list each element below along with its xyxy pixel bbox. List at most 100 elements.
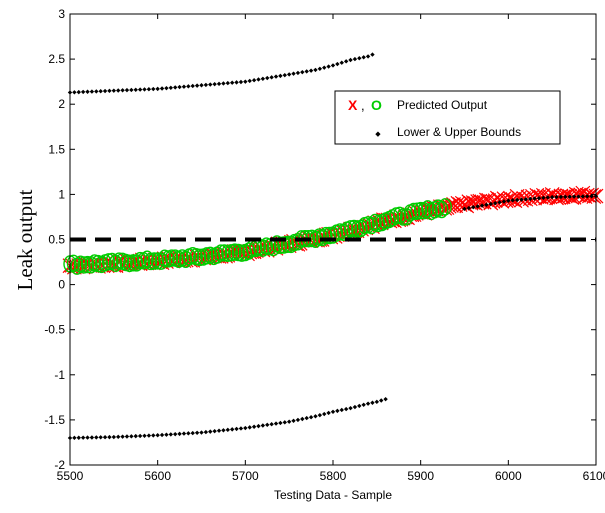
bound-marker — [247, 78, 252, 84]
bound-marker — [124, 434, 130, 439]
bound-marker — [278, 73, 283, 79]
bound-marker — [348, 57, 353, 63]
y-tick-label: -1.5 — [44, 413, 65, 427]
y-tick-label: -0.5 — [44, 323, 65, 337]
bound-marker — [85, 435, 90, 440]
bound-marker — [576, 194, 581, 199]
bound-marker — [304, 415, 309, 421]
bound-marker — [374, 399, 380, 405]
bound-marker — [370, 400, 375, 405]
series-predicted-o — [63, 198, 452, 275]
predicted-o-marker — [406, 202, 421, 221]
bound-marker — [269, 422, 274, 427]
bound-marker — [528, 196, 533, 202]
bound-marker — [177, 84, 182, 90]
bound-marker — [203, 429, 209, 435]
bound-marker — [554, 194, 559, 200]
bound-marker — [251, 78, 257, 83]
bound-marker — [501, 199, 507, 204]
predicted-o-marker — [193, 248, 207, 267]
legend-label-bounds: Lower & Upper Bounds — [397, 125, 521, 139]
bound-marker — [286, 72, 292, 77]
bound-marker — [322, 411, 327, 417]
y-tick-label: 0.5 — [48, 233, 65, 247]
bound-marker — [116, 88, 121, 93]
bound-marker — [85, 89, 90, 94]
bound-marker — [300, 416, 305, 422]
bound-marker — [216, 428, 222, 433]
bound-marker — [352, 404, 358, 410]
bound-marker — [313, 67, 318, 73]
bound-marker — [545, 195, 550, 200]
bound-marker — [229, 427, 235, 432]
bound-marker — [291, 71, 296, 76]
bound-marker — [98, 89, 103, 94]
y-tick-label: 1 — [58, 187, 65, 201]
predicted-o-marker — [319, 226, 333, 245]
bound-marker — [203, 82, 209, 88]
predicted-o-marker — [312, 228, 326, 246]
bound-marker — [120, 88, 125, 93]
bound-marker — [256, 423, 261, 429]
bound-marker — [146, 87, 152, 92]
predicted-o-marker — [280, 235, 295, 254]
bound-marker — [243, 425, 248, 431]
bound-marker — [190, 430, 195, 436]
bound-marker — [492, 200, 498, 206]
bound-marker — [247, 425, 252, 430]
bound-marker — [208, 429, 213, 434]
bound-marker — [585, 194, 590, 199]
bound-marker — [273, 421, 279, 426]
bound-marker — [234, 426, 239, 432]
bound-marker — [519, 197, 524, 202]
bound-marker — [563, 194, 568, 200]
bound-marker — [76, 89, 81, 95]
predicted-o-marker — [410, 202, 424, 220]
bound-marker — [225, 80, 230, 86]
bound-marker — [541, 195, 546, 201]
predicted-o-marker — [66, 254, 81, 273]
bound-marker — [194, 83, 200, 88]
bound-marker — [102, 435, 108, 440]
bound-marker — [361, 55, 366, 60]
bound-marker — [330, 63, 336, 68]
bound-marker — [208, 82, 213, 87]
legend-x-symbol: X — [348, 97, 358, 113]
bound-marker — [488, 201, 493, 207]
predicted-o-marker — [150, 252, 165, 270]
bound-marker — [484, 202, 489, 207]
bound-marker — [76, 435, 81, 440]
series-bounds-upper — [67, 52, 599, 212]
bound-marker — [571, 194, 577, 199]
bound-marker — [523, 197, 529, 202]
x-tick-label: 5900 — [407, 469, 434, 483]
bound-marker — [475, 204, 480, 209]
bound-marker — [313, 414, 318, 419]
bound-marker — [269, 75, 274, 80]
bound-marker — [282, 72, 287, 78]
bound-marker — [80, 435, 86, 440]
x-axis: 5500 5600 5700 5800 5900 6000 6100 — [57, 14, 605, 483]
bound-marker — [151, 433, 156, 438]
x-tick-label: 6100 — [583, 469, 605, 483]
bound-marker — [365, 54, 371, 59]
bound-marker — [308, 68, 314, 73]
bound-marker — [190, 83, 195, 89]
bound-marker — [462, 206, 467, 212]
bound-marker — [142, 433, 147, 438]
predicted-o-marker — [333, 223, 347, 241]
bound-marker — [72, 435, 77, 441]
predicted-o-marker — [343, 220, 358, 238]
bound-marker — [370, 52, 375, 57]
predicted-o-marker — [126, 254, 140, 272]
predicted-o-marker — [322, 226, 337, 245]
predicted-o-marker — [143, 252, 158, 271]
legend-separator: , — [361, 98, 365, 113]
bound-marker — [111, 434, 117, 440]
predicted-o-marker — [77, 256, 91, 274]
x-tick-label: 6000 — [495, 469, 522, 483]
bound-marker — [549, 194, 555, 200]
y-axis: 3 2.5 2 1.5 1 0.5 0 -0.5 -1 -1.5 -2 — [44, 7, 596, 472]
predicted-o-marker — [221, 244, 235, 262]
